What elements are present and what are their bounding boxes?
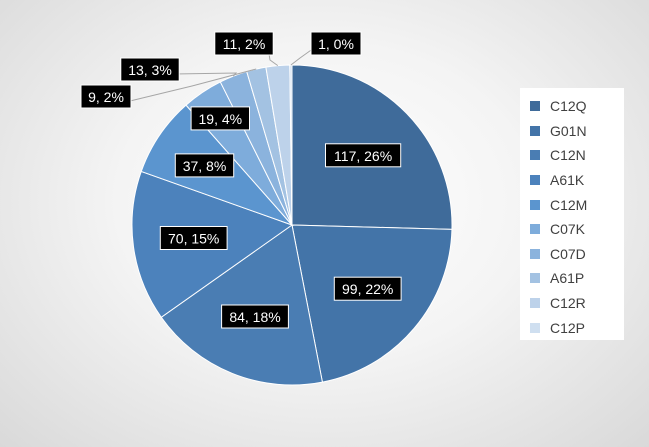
data-label-text: 70, 15% [168, 231, 219, 247]
legend-label: C07D [550, 246, 586, 262]
data-label-text: 37, 8% [183, 158, 227, 174]
data-label: 1, 0% [311, 32, 361, 55]
legend-item: G01N [530, 119, 624, 144]
legend-label: C12M [550, 197, 587, 213]
data-label-text: 117, 26% [334, 148, 392, 164]
legend-item: C12P [530, 315, 624, 340]
data-label-text: 13, 3% [128, 62, 172, 78]
legend-item: C07D [530, 242, 624, 267]
legend-label: G01N [550, 123, 587, 139]
legend-swatch [530, 249, 540, 259]
legend-label: C12P [550, 320, 585, 336]
data-label: 9, 2% [81, 85, 131, 108]
legend-label: C12N [550, 147, 586, 163]
legend-swatch [530, 298, 540, 308]
legend-swatch [530, 101, 540, 111]
legend-item: C07K [530, 217, 624, 242]
legend-label: C12R [550, 295, 586, 311]
legend-label: C07K [550, 221, 585, 237]
legend-item: C12R [530, 291, 624, 316]
data-label: 19, 4% [191, 107, 249, 130]
legend-label: A61P [550, 270, 584, 286]
legend-swatch [530, 224, 540, 234]
legend-swatch [530, 150, 540, 160]
data-label-text: 99, 22% [342, 281, 393, 297]
data-label-text: 11, 2% [223, 36, 266, 52]
legend-item: A61K [530, 168, 624, 193]
legend-swatch [530, 175, 540, 185]
legend-swatch [530, 200, 540, 210]
legend-swatch [530, 126, 540, 136]
data-label: 70, 15% [160, 227, 227, 250]
legend-label: C12Q [550, 98, 587, 114]
legend-swatch [530, 273, 540, 283]
data-label: 37, 8% [175, 154, 233, 177]
leader-line [174, 73, 236, 76]
data-label: 117, 26% [326, 144, 401, 167]
legend-item: C12N [530, 143, 624, 168]
legend-item: A61P [530, 266, 624, 291]
data-label-text: 9, 2% [88, 89, 124, 105]
data-label: 13, 3% [121, 58, 179, 81]
legend-swatch [530, 323, 540, 333]
legend-item: C12Q [530, 94, 624, 119]
data-label-text: 1, 0% [318, 36, 354, 52]
data-label-text: 84, 18% [229, 309, 280, 325]
data-label: 99, 22% [334, 277, 401, 300]
data-label: 84, 18% [222, 305, 289, 328]
data-label: 11, 2% [215, 32, 273, 55]
legend-item: C12M [530, 192, 624, 217]
data-label-text: 19, 4% [199, 111, 243, 127]
legend: C12Q G01N C12N A61K C12M C07K C07D A61P … [520, 88, 624, 340]
legend-label: A61K [550, 172, 584, 188]
